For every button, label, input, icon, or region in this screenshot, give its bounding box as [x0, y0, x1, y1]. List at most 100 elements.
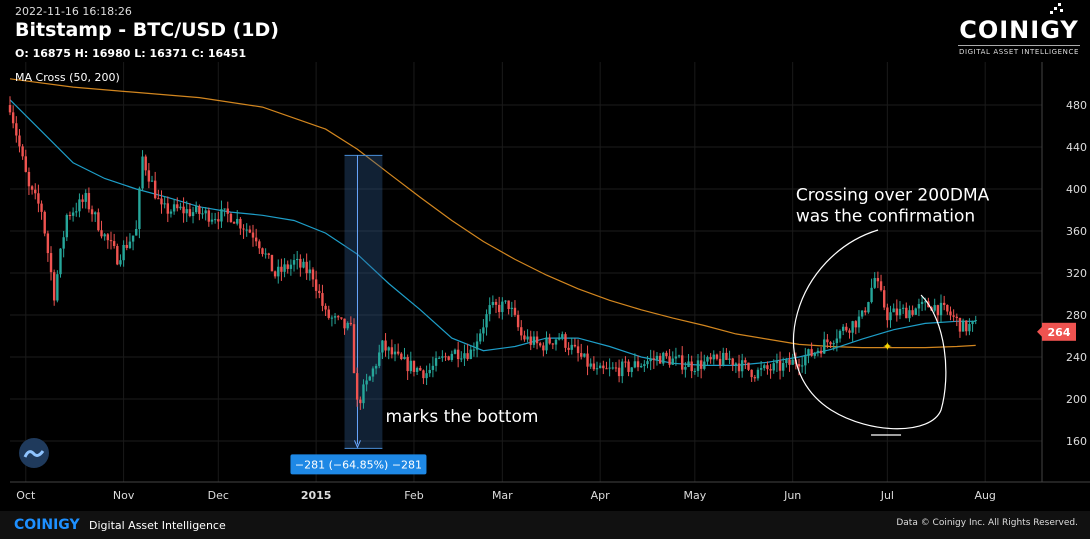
candle-body: [507, 300, 510, 309]
candle-body: [570, 344, 573, 350]
candle: [548, 333, 551, 345]
candle: [444, 352, 447, 362]
candle: [236, 210, 239, 226]
candle: [598, 362, 602, 369]
candle-body: [952, 315, 955, 317]
candle: [681, 346, 684, 375]
candle-body: [539, 343, 542, 346]
candle: [706, 355, 709, 365]
timestamp: 2022-11-16 16:18:26: [15, 5, 132, 18]
x-tick-label: Jul: [880, 489, 894, 502]
brand-tagline: DIGITAL ASSET INTELLIGENCE: [958, 45, 1080, 56]
candle-body: [576, 346, 580, 354]
candle: [428, 363, 431, 377]
candle-body: [185, 209, 188, 214]
candle-body: [24, 156, 27, 172]
brand-logo: COINIGY DIGITAL ASSET INTELLIGENCE: [958, 16, 1080, 56]
candle: [737, 354, 741, 379]
candle: [504, 300, 507, 304]
candle-body: [709, 357, 712, 360]
circle-annotation: [793, 229, 947, 430]
candle-body: [229, 213, 233, 223]
candle: [390, 339, 394, 359]
candle: [475, 333, 479, 358]
candle: [289, 259, 293, 276]
candle: [267, 252, 270, 259]
candle: [516, 310, 520, 331]
annotations: marks the bottom Crossing over 200DMAwas …: [386, 186, 990, 436]
candle: [122, 240, 125, 267]
candle-body: [668, 356, 671, 365]
candle: [261, 247, 264, 257]
candle-body: [639, 365, 643, 368]
candle-body: [207, 210, 211, 222]
candle-body: [646, 361, 649, 365]
candle-body: [523, 335, 526, 340]
candle-body: [630, 367, 633, 372]
candle-body: [690, 361, 693, 372]
candle-body: [804, 356, 807, 366]
axes: 160 200 240 280 320 360 400 440 480 Oct Nov Dec 2015…: [10, 62, 1090, 502]
candle-body: [589, 363, 592, 367]
candle: [346, 321, 349, 331]
candle-body: [213, 219, 217, 221]
candle-body: [545, 337, 548, 351]
candle-body: [671, 358, 674, 365]
ohlc-readout: O: 16875 H: 16980 L: 16371 C: 16451: [15, 47, 247, 60]
candle: [78, 193, 81, 218]
candle-body: [273, 271, 277, 277]
candle-body: [400, 353, 403, 360]
candle: [772, 359, 775, 374]
candle: [952, 309, 955, 322]
candle-body: [883, 290, 886, 308]
drawing-tools-button[interactable]: [19, 438, 49, 468]
candle-body: [763, 365, 766, 369]
wave-icon: [23, 450, 45, 458]
candle: [153, 171, 157, 200]
candle: [712, 350, 715, 365]
candle-body: [333, 316, 337, 318]
candle: [251, 224, 255, 247]
candle-body: [84, 193, 87, 202]
candle: [687, 354, 690, 368]
candle: [52, 269, 56, 306]
candle: [576, 339, 580, 362]
candle-body: [482, 327, 485, 334]
candle: [150, 175, 154, 182]
candle-body: [813, 352, 816, 356]
candle-body: [901, 307, 905, 309]
candle: [479, 329, 482, 345]
candle: [725, 348, 728, 361]
candle: [59, 248, 62, 278]
candle: [321, 284, 324, 312]
cross-marker-icon: ✦: [882, 340, 892, 354]
candle: [327, 305, 330, 320]
candle: [169, 209, 173, 218]
candle: [668, 349, 671, 368]
brand-dots-icon: [1050, 3, 1063, 14]
candle-body: [516, 314, 520, 328]
candle-body: [251, 232, 255, 238]
candle: [84, 189, 87, 209]
candle: [302, 258, 305, 269]
candle: [359, 396, 362, 410]
candle-body: [750, 369, 753, 378]
candle-body: [295, 258, 299, 261]
candle-body: [223, 208, 226, 210]
indicator-label[interactable]: MA Cross (50, 200): [15, 71, 120, 84]
candle-body: [128, 241, 132, 248]
candle: [908, 305, 911, 322]
candle: [507, 300, 510, 315]
candle-body: [87, 193, 91, 210]
candle-body: [65, 215, 69, 238]
candle: [838, 329, 842, 343]
candle: [466, 343, 469, 361]
candle: [690, 355, 693, 379]
candle: [191, 206, 195, 224]
candle-body: [617, 367, 621, 377]
candle-body: [674, 356, 678, 359]
candle-body: [381, 340, 384, 353]
candle-body: [318, 290, 321, 294]
candle: [447, 355, 450, 361]
